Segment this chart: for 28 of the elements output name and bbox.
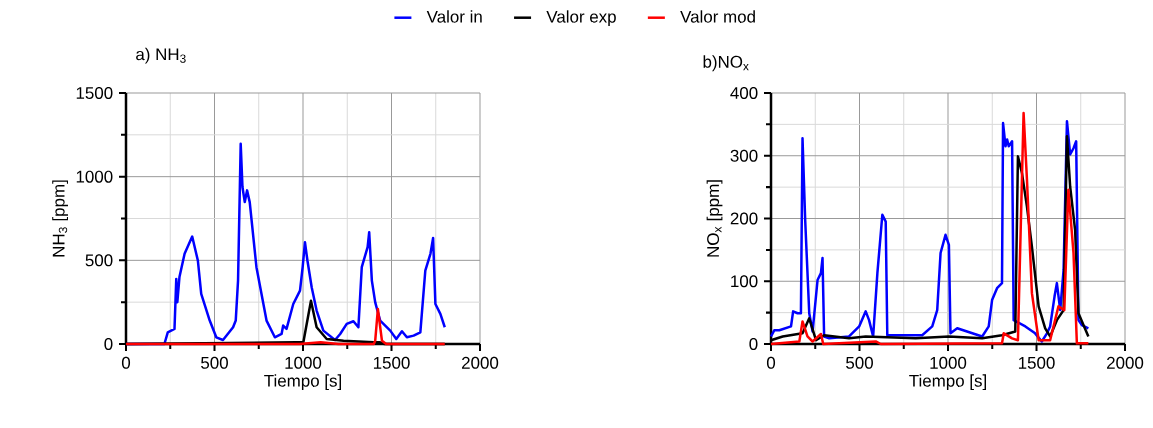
x-axis-title: Tiempo [s] (909, 374, 986, 391)
x-tick-label: 500 (846, 356, 873, 369)
y-axis-title: NO$_{x}$ [ppm] (706, 180, 723, 257)
x-tick-label: 0 (121, 356, 131, 369)
y-tick-label: 1000 (76, 170, 113, 183)
legend-label: Valor exp (546, 10, 616, 27)
chart-title: a) NH$_{3}$ (136, 47, 186, 64)
x-tick-label: 2000 (1107, 356, 1144, 369)
x-tick-label: 0 (766, 356, 776, 369)
x-tick-label: 1000 (930, 356, 967, 369)
x-tick-label: 1500 (1018, 356, 1055, 369)
y-tick-label: 1500 (76, 87, 113, 99)
y-axis-title: NH$_{3}$ [ppm] (52, 180, 68, 257)
chart-title: b)NO$_{x}$ (703, 55, 749, 72)
y-tick-label: 0 (749, 338, 758, 350)
x-tick-label: 1000 (285, 356, 322, 369)
y-tick-label: 100 (731, 275, 758, 288)
x-tick-label: 1500 (373, 356, 410, 369)
y-tick-label: 300 (730, 149, 758, 162)
y-tick-label: 200 (730, 212, 758, 225)
legend-label: Valor mod (680, 10, 755, 23)
y-tick-label: 0 (104, 338, 113, 350)
x-tick-label: 2000 (462, 356, 499, 369)
y-tick-label: 500 (85, 254, 113, 267)
y-tick-label: 400 (730, 87, 758, 99)
x-axis-title: Tiempo [s] (264, 374, 341, 391)
legend-label: Valor in (426, 10, 482, 23)
x-tick-label: 500 (201, 356, 228, 369)
